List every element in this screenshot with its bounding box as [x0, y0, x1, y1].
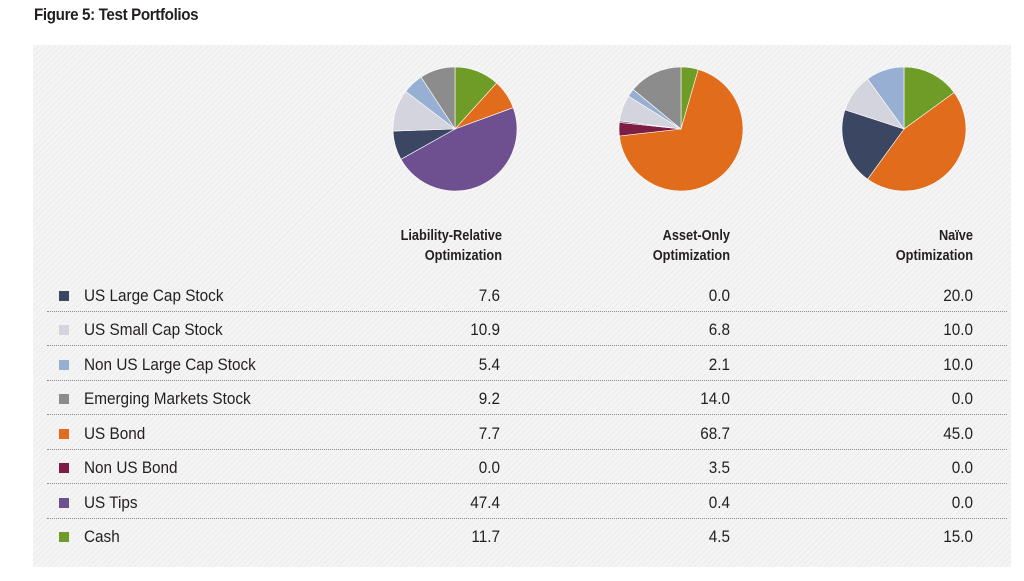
- table-row: Non US Bond 0.0 3.5 0.0: [47, 449, 1007, 484]
- table-row: US Tips 47.4 0.4 0.0: [47, 484, 1007, 519]
- data-value: 2.1: [708, 355, 730, 374]
- data-value: 11.7: [471, 527, 500, 546]
- data-value: 4.5: [708, 527, 730, 546]
- legend-swatch: [59, 532, 69, 542]
- legend-swatch: [59, 429, 69, 439]
- data-value: 45.0: [943, 424, 973, 443]
- category-label: US Bond: [84, 424, 146, 443]
- data-value: 14.0: [700, 389, 730, 408]
- data-value: 7.7: [478, 424, 500, 443]
- legend-swatch: [59, 325, 69, 335]
- data-value: 10.0: [943, 320, 973, 339]
- data-value: 0.0: [951, 493, 973, 512]
- pie-slice-cash: [903, 67, 955, 130]
- pie-slice-us-bond: [619, 69, 744, 191]
- data-value: 5.4: [478, 355, 500, 374]
- pie-chart-liability-relative: [392, 67, 518, 191]
- table-row: Cash 11.7 4.5 15.0: [47, 518, 1007, 552]
- data-value: 47.4: [470, 493, 500, 512]
- data-value: 15.0: [943, 527, 973, 546]
- category-label: US Small Cap Stock: [84, 320, 223, 339]
- column-header-naive: Naïve Optimization: [895, 228, 973, 264]
- category-label: Non US Bond: [84, 458, 178, 477]
- table-row: US Small Cap Stock 10.9 6.8 10.0: [47, 311, 1007, 346]
- legend-swatch: [59, 360, 69, 370]
- legend-swatch: [59, 498, 69, 508]
- table-row: US Large Cap Stock 7.6 0.0 20.0: [47, 277, 1007, 312]
- data-value: 6.8: [708, 320, 730, 339]
- pie-slice-emerging-markets-stock: [632, 67, 682, 130]
- data-value: 3.5: [708, 458, 730, 477]
- data-value: 0.0: [478, 458, 500, 477]
- legend-swatch: [59, 394, 69, 404]
- data-value: 0.4: [708, 493, 730, 512]
- legend-swatch: [59, 463, 69, 473]
- pie-chart-asset-only: [618, 67, 744, 191]
- pie-slice-non-us-large-cap-stock: [867, 67, 905, 130]
- data-value: 20.0: [943, 286, 973, 305]
- category-label: US Tips: [84, 493, 138, 512]
- pie-slice-us-large-cap-stock: [841, 109, 905, 180]
- table-row: Non US Large Cap Stock 5.4 2.1 10.0: [47, 346, 1007, 381]
- legend-swatch: [59, 291, 69, 301]
- category-label: Non US Large Cap Stock: [84, 355, 256, 374]
- data-value: 68.7: [700, 424, 730, 443]
- category-label: US Large Cap Stock: [84, 286, 224, 305]
- data-value: 10.9: [470, 320, 500, 339]
- category-label: Emerging Markets Stock: [84, 389, 251, 408]
- data-value: 0.0: [708, 286, 730, 305]
- category-label: Cash: [84, 527, 120, 546]
- pie-slice-us-bond: [867, 92, 967, 191]
- data-value: 10.0: [943, 355, 973, 374]
- table-row: Emerging Markets Stock 9.2 14.0 0.0: [47, 380, 1007, 415]
- pie-chart-naive: [841, 67, 967, 191]
- data-value: 9.2: [478, 389, 500, 408]
- pie-slice-us-tips: [400, 107, 518, 191]
- data-value: 0.0: [951, 458, 973, 477]
- column-header-asset-only: Asset-Only Optimization: [652, 228, 730, 264]
- column-header-liability-relative: Liability-Relative Optimization: [400, 228, 502, 264]
- figure-title: Figure 5: Test Portfolios: [34, 6, 199, 24]
- data-value: 7.6: [478, 286, 500, 305]
- data-value: 0.0: [951, 389, 973, 408]
- table-row: US Bond 7.7 68.7 45.0: [47, 415, 1007, 450]
- pie-slice-emerging-markets-stock: [420, 67, 456, 131]
